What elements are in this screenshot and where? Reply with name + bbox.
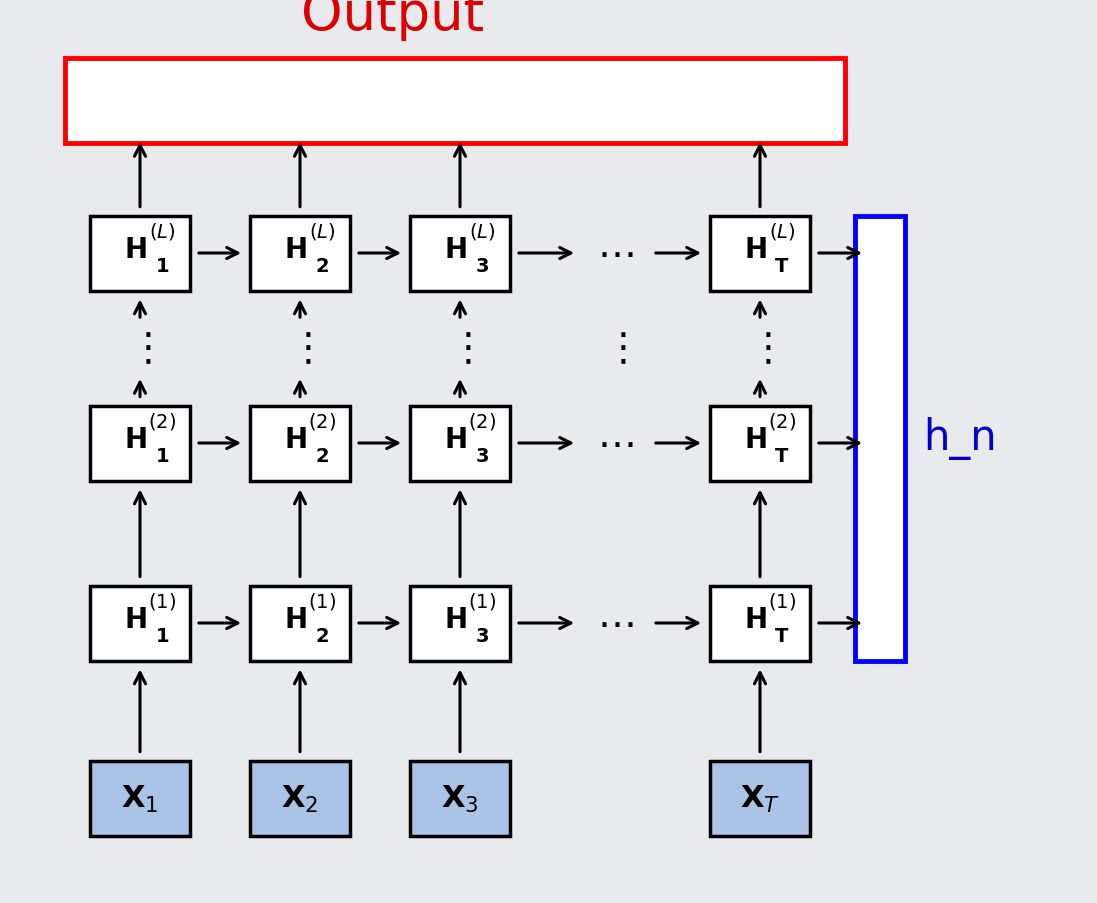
Text: $\mathbf{X}_{2}$: $\mathbf{X}_{2}$ bbox=[281, 783, 318, 814]
Text: $\mathbf{3}$: $\mathbf{3}$ bbox=[475, 257, 489, 276]
Text: $\mathbf{2}$: $\mathbf{2}$ bbox=[315, 627, 329, 646]
FancyBboxPatch shape bbox=[410, 406, 510, 481]
FancyBboxPatch shape bbox=[250, 760, 350, 835]
Text: $\mathbf{H}$: $\mathbf{H}$ bbox=[443, 605, 466, 633]
Text: $\mathbf{3}$: $\mathbf{3}$ bbox=[475, 447, 489, 466]
Text: $\mathbf{H}$: $\mathbf{H}$ bbox=[124, 605, 146, 633]
FancyBboxPatch shape bbox=[65, 59, 845, 144]
Text: $\mathbf{1}$: $\mathbf{1}$ bbox=[155, 627, 169, 646]
Text: $(2)$: $(2)$ bbox=[468, 411, 496, 432]
Text: $\mathbf{H}$: $\mathbf{H}$ bbox=[124, 425, 146, 453]
Text: $\mathbf{X}_{T}$: $\mathbf{X}_{T}$ bbox=[739, 783, 780, 814]
Text: $\vdots$: $\vdots$ bbox=[449, 330, 472, 368]
Text: $(1)$: $(1)$ bbox=[148, 591, 176, 612]
Text: h_n: h_n bbox=[923, 417, 997, 460]
Text: $\mathbf{T}$: $\mathbf{T}$ bbox=[774, 257, 790, 276]
FancyBboxPatch shape bbox=[250, 406, 350, 481]
Text: $\mathbf{H}$: $\mathbf{H}$ bbox=[124, 236, 146, 264]
Text: $\mathbf{T}$: $\mathbf{T}$ bbox=[774, 447, 790, 466]
Text: $\mathbf{H}$: $\mathbf{H}$ bbox=[284, 236, 306, 264]
FancyBboxPatch shape bbox=[710, 216, 810, 291]
FancyBboxPatch shape bbox=[710, 586, 810, 661]
FancyBboxPatch shape bbox=[90, 586, 190, 661]
Text: $\mathbf{2}$: $\mathbf{2}$ bbox=[315, 447, 329, 466]
FancyBboxPatch shape bbox=[410, 760, 510, 835]
Text: $\cdots$: $\cdots$ bbox=[597, 424, 633, 462]
Text: $\cdots$: $\cdots$ bbox=[597, 235, 633, 273]
Text: $\mathbf{H}$: $\mathbf{H}$ bbox=[744, 605, 767, 633]
Text: $\vdots$: $\vdots$ bbox=[289, 330, 312, 368]
Text: $\mathbf{H}$: $\mathbf{H}$ bbox=[443, 425, 466, 453]
Text: $(2)$: $(2)$ bbox=[148, 411, 176, 432]
FancyBboxPatch shape bbox=[410, 216, 510, 291]
Text: Output: Output bbox=[301, 0, 484, 41]
Text: $(1)$: $(1)$ bbox=[308, 591, 336, 612]
FancyBboxPatch shape bbox=[250, 586, 350, 661]
Text: $\vdots$: $\vdots$ bbox=[748, 330, 771, 368]
FancyBboxPatch shape bbox=[250, 216, 350, 291]
Text: $\mathbf{H}$: $\mathbf{H}$ bbox=[443, 236, 466, 264]
Text: $\mathbf{H}$: $\mathbf{H}$ bbox=[284, 425, 306, 453]
FancyBboxPatch shape bbox=[855, 216, 905, 661]
Text: $(L)$: $(L)$ bbox=[149, 221, 176, 242]
Text: $\cdots$: $\cdots$ bbox=[597, 604, 633, 642]
Text: $\mathbf{1}$: $\mathbf{1}$ bbox=[155, 257, 169, 276]
FancyBboxPatch shape bbox=[90, 760, 190, 835]
Text: $\mathbf{3}$: $\mathbf{3}$ bbox=[475, 627, 489, 646]
FancyBboxPatch shape bbox=[410, 586, 510, 661]
Text: $\mathbf{2}$: $\mathbf{2}$ bbox=[315, 257, 329, 276]
Text: $(L)$: $(L)$ bbox=[769, 221, 795, 242]
Text: $(L)$: $(L)$ bbox=[468, 221, 495, 242]
FancyBboxPatch shape bbox=[710, 406, 810, 481]
Text: $(1)$: $(1)$ bbox=[468, 591, 496, 612]
Text: $\mathbf{X}_{1}$: $\mathbf{X}_{1}$ bbox=[122, 783, 159, 814]
Text: $(2)$: $(2)$ bbox=[768, 411, 796, 432]
Text: $\mathbf{X}_{3}$: $\mathbf{X}_{3}$ bbox=[441, 783, 479, 814]
Text: $\mathbf{T}$: $\mathbf{T}$ bbox=[774, 627, 790, 646]
Text: $\mathbf{H}$: $\mathbf{H}$ bbox=[744, 425, 767, 453]
FancyBboxPatch shape bbox=[710, 760, 810, 835]
Text: $\mathbf{1}$: $\mathbf{1}$ bbox=[155, 447, 169, 466]
Text: $\mathbf{H}$: $\mathbf{H}$ bbox=[284, 605, 306, 633]
Text: $(2)$: $(2)$ bbox=[308, 411, 336, 432]
FancyBboxPatch shape bbox=[90, 406, 190, 481]
Text: $\vdots$: $\vdots$ bbox=[128, 330, 151, 368]
Text: $\mathbf{H}$: $\mathbf{H}$ bbox=[744, 236, 767, 264]
Text: $\vdots$: $\vdots$ bbox=[603, 330, 626, 368]
Text: $(L)$: $(L)$ bbox=[308, 221, 336, 242]
FancyBboxPatch shape bbox=[90, 216, 190, 291]
Text: $(1)$: $(1)$ bbox=[768, 591, 796, 612]
